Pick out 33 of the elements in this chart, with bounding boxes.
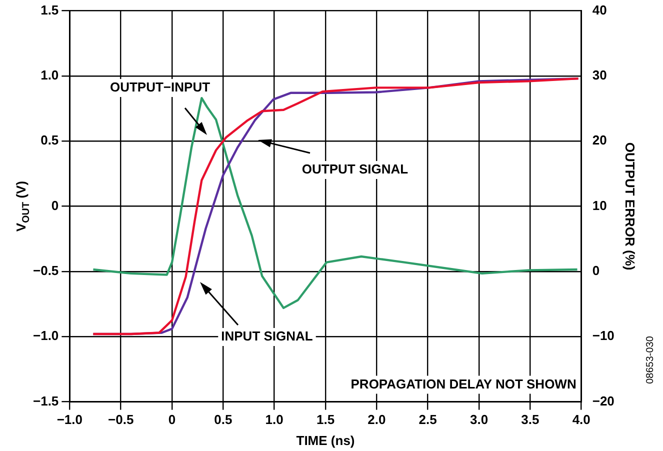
x-tick-label: 4.0: [572, 412, 590, 428]
y-tick-label: −1.5: [32, 393, 59, 408]
annotation: INPUT SIGNAL: [221, 328, 313, 344]
y2-tick-label: −20: [592, 393, 614, 408]
y2-tick-label: 10: [592, 198, 607, 213]
y2-tick-label: −10: [592, 328, 614, 344]
y-tick-label: 1.0: [40, 68, 59, 83]
text: 08653-030: [644, 336, 656, 384]
x-tick-label: 0: [168, 412, 176, 428]
annotation: PROPAGATION DELAY NOT SHOWN: [350, 376, 576, 392]
x-axis-title: TIME (ns): [296, 432, 355, 448]
y2-axis-title: OUTPUT ERROR (%): [622, 142, 638, 270]
y2-tick-label: 0: [592, 263, 600, 278]
y-tick-label: 0: [51, 198, 59, 213]
y-tick-label: 0.5: [40, 132, 59, 148]
y2-tick-label: 20: [592, 132, 607, 148]
y-tick-label: 1.5: [40, 2, 59, 18]
y-tick-label: −1.0: [32, 328, 59, 344]
x-tick-label: 3.0: [470, 412, 488, 428]
x-tick-label: −0.5: [108, 412, 134, 428]
x-tick-label: 2.0: [368, 412, 386, 428]
y-axis-title: VOUT (V): [14, 180, 32, 232]
x-tick-label: 0.5: [214, 412, 232, 428]
y2-tick-label: 30: [592, 68, 607, 83]
annotation: OUTPUT SIGNAL: [302, 162, 408, 177]
x-tick-label: 1.5: [316, 412, 335, 428]
annotation: OUTPUT−INPUT: [110, 80, 210, 95]
y2-tick-label: 40: [592, 2, 607, 18]
x-tick-label: 1.0: [265, 412, 284, 428]
x-tick-label: −1.0: [56, 412, 82, 428]
x-tick-label: 3.5: [521, 412, 540, 428]
y-tick-label: −0.5: [32, 263, 59, 278]
x-tick-label: 2.5: [418, 412, 437, 428]
